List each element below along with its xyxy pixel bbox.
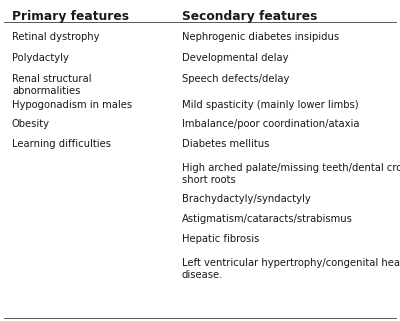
Text: Brachydactyly/syndactyly: Brachydactyly/syndactyly [182,194,311,204]
Text: Speech defects/delay: Speech defects/delay [182,74,289,84]
Text: Primary features: Primary features [12,10,129,23]
Text: Nephrogenic diabetes insipidus: Nephrogenic diabetes insipidus [182,32,339,42]
Text: Diabetes mellitus: Diabetes mellitus [182,139,269,149]
Text: Secondary features: Secondary features [182,10,317,23]
Text: High arched palate/missing teeth/dental crowding/
short roots: High arched palate/missing teeth/dental … [182,163,400,185]
Text: Imbalance/poor coordination/ataxia: Imbalance/poor coordination/ataxia [182,119,360,129]
Text: Renal structural
abnormalities: Renal structural abnormalities [12,74,92,96]
Text: Learning difficulties: Learning difficulties [12,139,111,149]
Text: Hypogonadism in males: Hypogonadism in males [12,100,132,109]
Text: Mild spasticity (mainly lower limbs): Mild spasticity (mainly lower limbs) [182,100,359,109]
Text: Hepatic fibrosis: Hepatic fibrosis [182,234,259,244]
Text: Left ventricular hypertrophy/congenital heart
disease.: Left ventricular hypertrophy/congenital … [182,258,400,280]
Text: Retinal dystrophy: Retinal dystrophy [12,32,100,42]
Text: Polydactyly: Polydactyly [12,53,69,63]
Text: Astigmatism/cataracts/strabismus: Astigmatism/cataracts/strabismus [182,214,353,224]
Text: Developmental delay: Developmental delay [182,53,288,63]
Text: Obesity: Obesity [12,119,50,129]
